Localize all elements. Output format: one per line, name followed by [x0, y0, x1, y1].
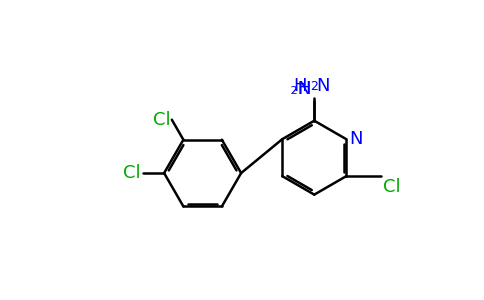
- Text: Cl: Cl: [152, 111, 170, 129]
- Text: N: N: [316, 77, 329, 95]
- Text: 2: 2: [310, 80, 318, 93]
- Text: ₂N: ₂N: [279, 80, 311, 98]
- Text: Cl: Cl: [123, 164, 141, 182]
- Text: Cl: Cl: [383, 178, 401, 196]
- Text: H: H: [293, 77, 306, 95]
- Text: N: N: [349, 130, 363, 148]
- Text: H: H: [298, 80, 311, 98]
